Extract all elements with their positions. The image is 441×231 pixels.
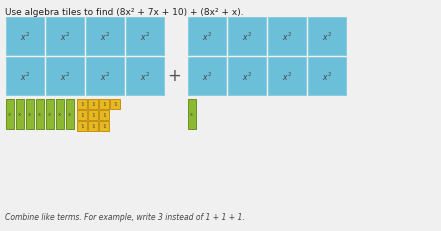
Text: Combine like terms. For example, write 3 instead of 1 + 1 + 1.: Combine like terms. For example, write 3…: [5, 212, 245, 221]
Bar: [308, 58, 346, 96]
Bar: [126, 58, 164, 96]
Text: $x^2$: $x^2$: [140, 70, 150, 83]
Bar: [46, 58, 84, 96]
Bar: [86, 18, 124, 56]
Text: $x^2$: $x^2$: [322, 31, 332, 43]
Bar: [56, 100, 64, 129]
Bar: [228, 58, 266, 96]
Text: $x^2$: $x^2$: [202, 31, 212, 43]
Bar: [188, 18, 226, 56]
Bar: [99, 122, 109, 131]
Bar: [46, 18, 84, 56]
Text: 1: 1: [102, 102, 106, 107]
Text: 1: 1: [113, 102, 117, 107]
Text: $x^2$: $x^2$: [60, 70, 70, 83]
Text: x: x: [38, 112, 41, 117]
Text: 1: 1: [80, 113, 84, 118]
Bar: [77, 122, 87, 131]
Text: x: x: [191, 112, 194, 117]
Bar: [99, 100, 109, 109]
Text: x: x: [8, 112, 11, 117]
Bar: [77, 110, 87, 121]
Bar: [268, 58, 306, 96]
Text: x: x: [68, 112, 71, 117]
Bar: [126, 18, 164, 56]
Text: +: +: [167, 67, 181, 85]
Bar: [88, 110, 98, 121]
Bar: [188, 58, 226, 96]
Bar: [6, 18, 44, 56]
Text: $x^2$: $x^2$: [100, 31, 110, 43]
Text: $x^2$: $x^2$: [20, 31, 30, 43]
Text: $x^2$: $x^2$: [282, 31, 292, 43]
Text: $x^2$: $x^2$: [242, 70, 252, 83]
Text: x: x: [19, 112, 22, 117]
Bar: [88, 100, 98, 109]
Bar: [6, 100, 14, 129]
Bar: [77, 100, 87, 109]
Text: 1: 1: [80, 124, 84, 129]
Text: x: x: [49, 112, 52, 117]
Text: $x^2$: $x^2$: [282, 70, 292, 83]
Text: 1: 1: [102, 124, 106, 129]
Text: $x^2$: $x^2$: [20, 70, 30, 83]
Bar: [66, 100, 74, 129]
Text: 1: 1: [91, 102, 95, 107]
Text: 1: 1: [102, 113, 106, 118]
Text: 1: 1: [91, 113, 95, 118]
Bar: [36, 100, 44, 129]
Text: $x^2$: $x^2$: [322, 70, 332, 83]
Text: Use algebra tiles to find (8x² + 7x + 10) + (8x² + x).: Use algebra tiles to find (8x² + 7x + 10…: [5, 8, 243, 17]
Text: $x^2$: $x^2$: [202, 70, 212, 83]
Bar: [99, 110, 109, 121]
Bar: [308, 18, 346, 56]
Bar: [188, 100, 196, 129]
Text: $x^2$: $x^2$: [100, 70, 110, 83]
Bar: [6, 58, 44, 96]
Text: x: x: [28, 112, 32, 117]
Bar: [46, 100, 54, 129]
Bar: [228, 18, 266, 56]
Text: x: x: [59, 112, 62, 117]
Bar: [86, 58, 124, 96]
Text: $x^2$: $x^2$: [140, 31, 150, 43]
Bar: [16, 100, 24, 129]
Bar: [110, 100, 120, 109]
Text: $x^2$: $x^2$: [242, 31, 252, 43]
Bar: [88, 122, 98, 131]
Text: 1: 1: [91, 124, 95, 129]
Bar: [26, 100, 34, 129]
Text: $x^2$: $x^2$: [60, 31, 70, 43]
Bar: [268, 18, 306, 56]
Text: 1: 1: [80, 102, 84, 107]
